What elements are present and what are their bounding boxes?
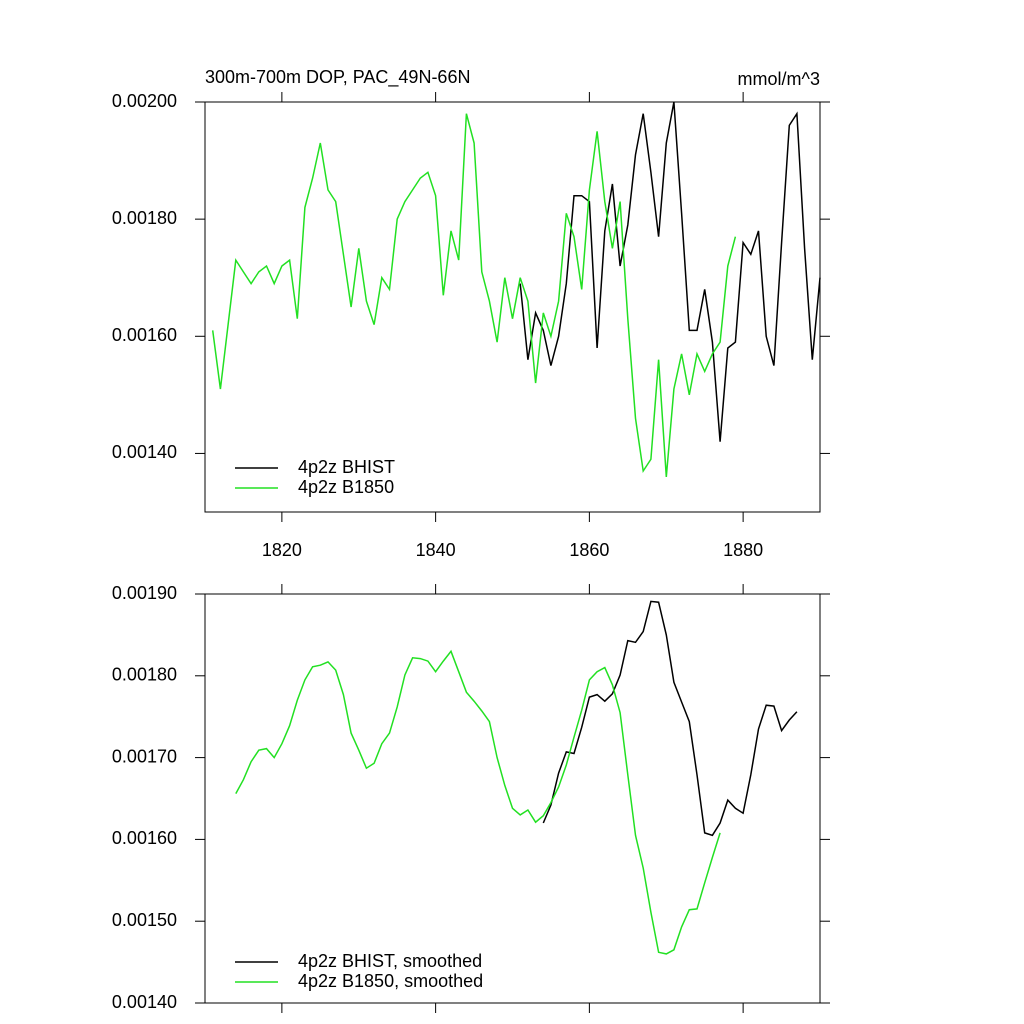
legend-label: 4p2z BHIST, smoothed	[298, 951, 482, 971]
x-tick-label: 1880	[723, 540, 763, 560]
series-line	[235, 649, 721, 955]
series-line	[519, 101, 821, 442]
series-line	[211, 113, 737, 477]
legend-label: 4p2z B1850, smoothed	[298, 971, 483, 991]
units-label: mmol/m^3	[738, 69, 820, 89]
x-tick-label: 1860	[569, 540, 609, 560]
plot-frame	[204, 593, 821, 1004]
x-tick-label: 1840	[416, 540, 456, 560]
y-tick-label: 0.00200	[112, 91, 177, 111]
plot-frame	[204, 101, 821, 513]
y-tick-label: 0.00180	[112, 208, 177, 228]
y-tick-label: 0.00160	[112, 828, 177, 848]
y-tick-label: 0.00170	[112, 746, 177, 766]
y-tick-label: 0.00140	[112, 442, 177, 462]
legend-label: 4p2z B1850	[298, 477, 394, 497]
y-tick-label: 0.00140	[112, 992, 177, 1012]
y-tick-label: 0.00180	[112, 665, 177, 685]
series-line	[542, 600, 798, 837]
x-tick-label: 1820	[262, 540, 302, 560]
y-tick-label: 0.00150	[112, 910, 177, 930]
legend-label: 4p2z BHIST	[298, 457, 395, 477]
y-tick-label: 0.00160	[112, 325, 177, 345]
chart-title: 300m-700m DOP, PAC_49N-66N	[205, 67, 470, 88]
y-tick-label: 0.00190	[112, 583, 177, 603]
